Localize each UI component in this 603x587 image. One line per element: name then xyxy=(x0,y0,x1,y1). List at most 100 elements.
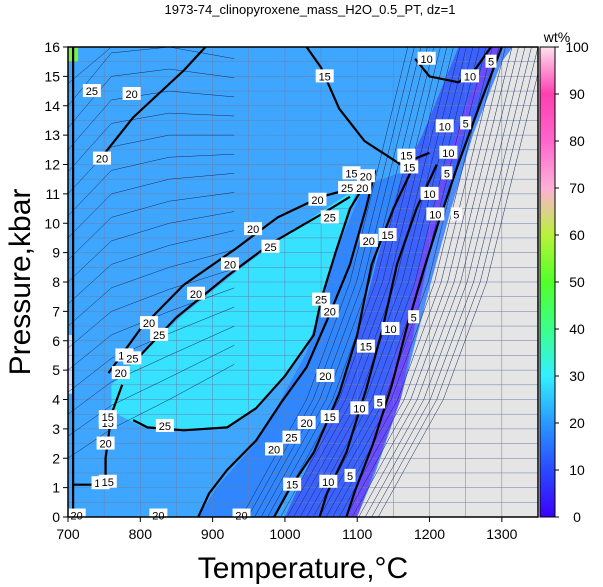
svg-text:25: 25 xyxy=(341,183,353,195)
contour-label-16: 25 xyxy=(261,239,280,254)
contour-label-45: 5 xyxy=(450,207,462,221)
svg-text:25: 25 xyxy=(264,242,276,254)
contour-label-48: 10 xyxy=(417,51,436,66)
contour-label-11: 25 xyxy=(150,327,169,342)
contour-label-32: 10 xyxy=(350,401,369,415)
y-tick-label-13: 13 xyxy=(44,127,60,143)
y-tick-label-14: 14 xyxy=(44,98,60,114)
y-tick-label-7: 7 xyxy=(52,303,60,319)
svg-text:20: 20 xyxy=(324,306,336,318)
svg-text:15: 15 xyxy=(324,412,336,424)
y-tick-label-6: 6 xyxy=(52,333,60,349)
thin-contour-13 xyxy=(68,112,235,172)
contour-label-25: 15 xyxy=(378,228,397,242)
contour-label-51: 15 xyxy=(315,69,334,83)
contour-label-43: 10 xyxy=(420,186,439,201)
contour-label-3: 15 xyxy=(98,474,117,489)
thin-contour-r-11 xyxy=(312,47,480,517)
contour-label-30: 20 xyxy=(297,416,316,430)
colorbar-tick-label-8: 80 xyxy=(569,133,585,149)
contour-label-49: 10 xyxy=(461,69,480,83)
y-tick-label-5: 5 xyxy=(52,362,60,378)
thin-contour-11 xyxy=(68,153,235,217)
thin-contour-r-17 xyxy=(351,47,519,517)
thin-contour-10 xyxy=(68,173,235,239)
svg-text:20: 20 xyxy=(360,171,372,183)
svg-text:15: 15 xyxy=(102,477,114,489)
svg-text:20: 20 xyxy=(143,318,155,330)
svg-text:10: 10 xyxy=(353,403,365,415)
chart-title: 1973-74_clinopyroxene_mass_H2O_0.5_PT, d… xyxy=(165,2,456,17)
svg-text:20: 20 xyxy=(190,289,202,301)
contour-label-29: 5 xyxy=(408,310,420,324)
contour-label-35: 20 xyxy=(265,442,284,456)
colorbar-tick-label-7: 70 xyxy=(569,180,585,196)
svg-text:5: 5 xyxy=(463,118,469,130)
contour-label-15: 20 xyxy=(244,222,263,236)
svg-text:15: 15 xyxy=(381,230,393,242)
colorbar-label: wt% xyxy=(543,29,570,45)
y-tick-label-10: 10 xyxy=(44,215,60,231)
colorbar-scale xyxy=(539,46,556,518)
y-tick-label-1: 1 xyxy=(52,480,60,496)
svg-text:10: 10 xyxy=(421,54,433,66)
contour-label-39: 20 xyxy=(232,508,251,523)
y-tick-label-8: 8 xyxy=(52,274,60,290)
svg-text:25: 25 xyxy=(285,433,297,445)
thin-contour-r-5 xyxy=(273,47,441,517)
svg-text:15: 15 xyxy=(345,168,357,180)
thin-contour-r-14 xyxy=(332,47,500,517)
contour-label-52: 25 xyxy=(82,84,101,98)
svg-text:25: 25 xyxy=(126,353,138,365)
contour-label-56: 5 xyxy=(441,166,453,180)
svg-text:20: 20 xyxy=(126,89,138,101)
thin-contour-5 xyxy=(68,268,235,349)
colorbar-tick-label-3: 30 xyxy=(569,368,585,384)
bold-contour-9 xyxy=(345,47,503,517)
colorbar-tick-label-0: 0 xyxy=(573,509,581,525)
y-tick-label-15: 15 xyxy=(44,68,60,84)
y-tick-label-2: 2 xyxy=(52,450,60,466)
colorbar-tick-label-9: 90 xyxy=(569,86,585,102)
thin-contour-6 xyxy=(68,249,235,327)
svg-text:5: 5 xyxy=(444,168,450,180)
contour-label-9: 25 xyxy=(123,351,142,365)
contour-label-14: 20 xyxy=(220,257,239,271)
contour-label-0: 20 xyxy=(67,508,86,523)
contour-label-28: 10 xyxy=(381,322,400,336)
colorbar-tick-label-2: 20 xyxy=(569,415,585,431)
thin-contour-r-16 xyxy=(345,47,513,517)
thin-contour-7 xyxy=(68,230,235,305)
svg-text:25: 25 xyxy=(159,421,171,433)
contour-label-54: 20 xyxy=(92,151,111,166)
colorbar: 0 10 20 30 40 50 60 70 80 90 100 xyxy=(539,39,589,525)
bold-contour-6 xyxy=(197,170,377,517)
svg-text:15: 15 xyxy=(360,342,372,354)
contour-label-33: 5 xyxy=(374,395,386,409)
svg-text:20: 20 xyxy=(363,236,375,248)
y-tick-label-11: 11 xyxy=(45,186,60,202)
thin-contour-12 xyxy=(68,134,235,195)
y-axis-title: Pressure,kbar xyxy=(4,189,37,376)
contour-label-44: 10 xyxy=(426,207,445,221)
bold-contour-2 xyxy=(414,47,492,84)
thin-contour-3 xyxy=(68,306,235,393)
x-tick-label-3: 1000 xyxy=(269,526,300,542)
y-tick-label-4: 4 xyxy=(52,392,60,408)
thin-contour-r-7 xyxy=(286,47,454,517)
svg-text:25: 25 xyxy=(315,295,327,307)
contour-label-13: 20 xyxy=(186,286,205,301)
thin-contour-r-15 xyxy=(338,47,506,517)
svg-text:15: 15 xyxy=(319,71,331,83)
bold-contour-0 xyxy=(99,47,207,160)
field-blue-band xyxy=(198,170,408,517)
x-axis-title: Temperature,°C xyxy=(198,552,408,585)
field-light-cyan xyxy=(111,188,358,431)
svg-text:20: 20 xyxy=(99,439,111,451)
svg-text:5: 5 xyxy=(411,312,417,324)
contour-labels: 2020151520151520152520252520202025202525… xyxy=(67,51,497,523)
svg-text:15: 15 xyxy=(400,151,412,163)
contour-label-34: 25 xyxy=(282,430,301,445)
contour-label-12: 25 xyxy=(155,418,174,433)
